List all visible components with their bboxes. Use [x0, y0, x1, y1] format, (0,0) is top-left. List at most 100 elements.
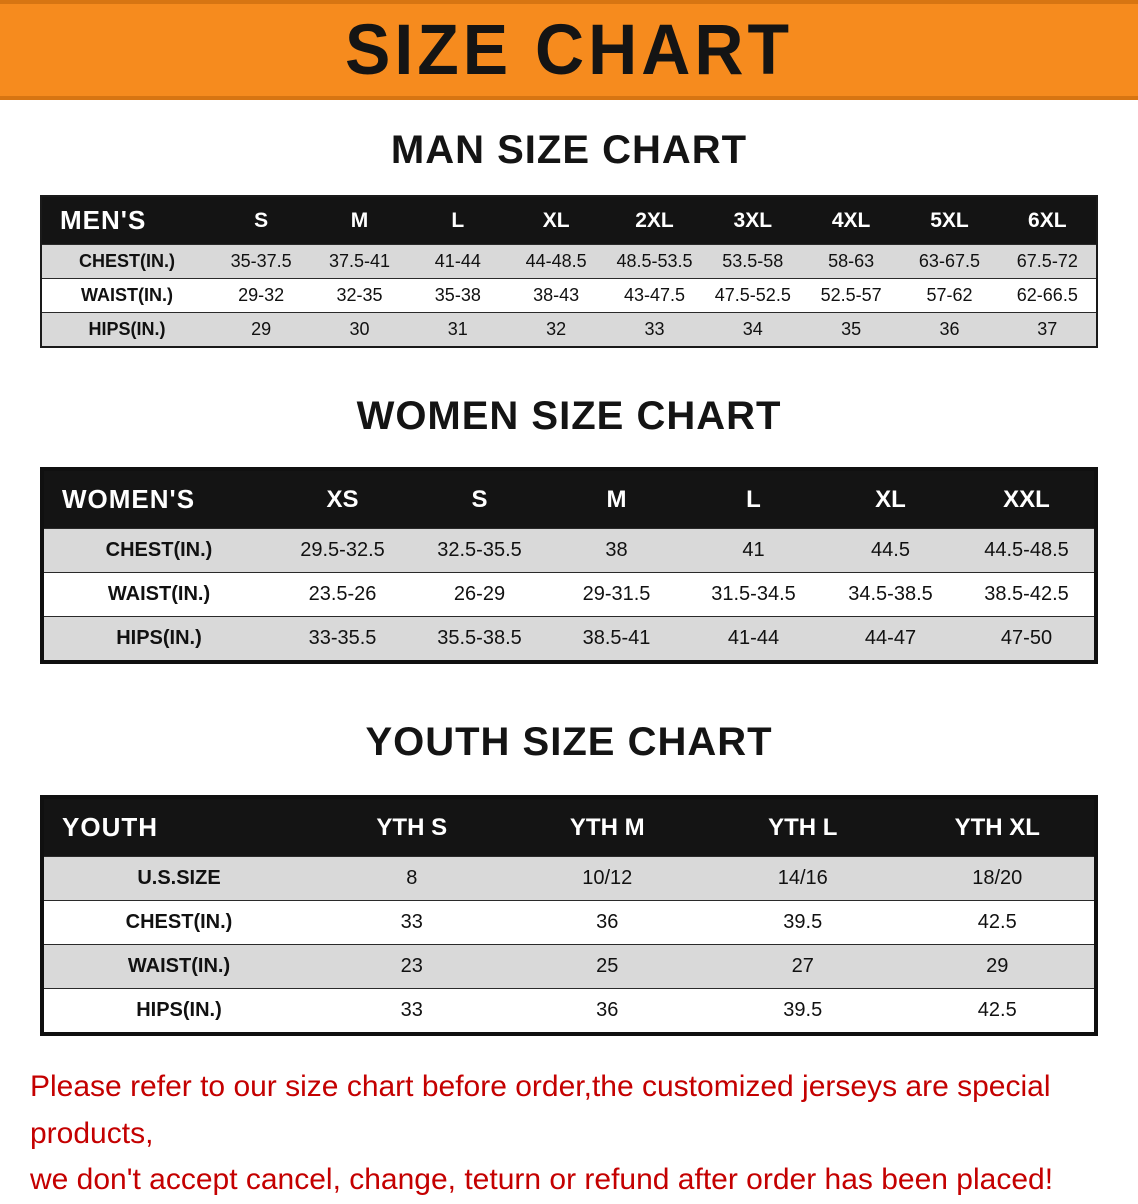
- value-cell: 29.5-32.5: [274, 528, 411, 573]
- table-title-cell: WOMEN'S: [42, 468, 274, 529]
- value-cell: 33-35.5: [274, 616, 411, 663]
- size-header-cell: S: [212, 195, 311, 245]
- table-row: WAIST(IN.) 23.5-26 26-29 29-31.5 31.5-34.5 34…: [42, 572, 1096, 617]
- value-cell: 37: [998, 312, 1097, 348]
- size-header-cell: 5XL: [900, 195, 999, 245]
- value-cell: 35.5-38.5: [411, 616, 548, 663]
- value-cell: 10/12: [509, 856, 705, 901]
- value-cell: 57-62: [900, 278, 999, 313]
- notice-line-1: Please refer to our size chart before or…: [30, 1070, 1051, 1150]
- value-cell: 14/16: [705, 856, 901, 901]
- value-cell: 29-32: [212, 278, 311, 313]
- size-header-cell: 6XL: [998, 195, 1097, 245]
- value-cell: 36: [509, 900, 705, 945]
- table-row: HIPS(IN.) 33-35.5 35.5-38.5 38.5-41 41-44 44-…: [42, 616, 1096, 663]
- women-size-table: WOMEN'S XS S M L XL XXL CHEST(IN.) 29.5-32.5 32.5…: [40, 467, 1098, 664]
- value-cell: 38-43: [506, 278, 606, 313]
- value-cell: 34: [703, 312, 802, 348]
- row-label-cell: CHEST(IN.): [42, 900, 314, 945]
- value-cell: 8: [314, 856, 510, 901]
- value-cell: 47.5-52.5: [703, 278, 802, 313]
- women-heading: WOMEN SIZE CHART: [356, 394, 782, 438]
- value-cell: 32.5-35.5: [411, 528, 548, 573]
- value-cell: 38: [548, 528, 685, 573]
- value-cell: 38.5-41: [548, 616, 685, 663]
- row-label-cell: HIPS(IN.): [42, 988, 314, 1035]
- value-cell: 38.5-42.5: [959, 572, 1096, 617]
- value-cell: 32: [506, 312, 606, 348]
- table-row: HIPS(IN.) 33 36 39.5 42.5: [42, 988, 1096, 1035]
- size-header-cell: 4XL: [801, 195, 901, 245]
- table-row: U.S.SIZE 8 10/12 14/16 18/20: [42, 856, 1096, 901]
- value-cell: 32-35: [310, 278, 409, 313]
- table-row: WAIST(IN.) 23 25 27 29: [42, 944, 1096, 989]
- row-label-cell: CHEST(IN.): [41, 244, 212, 279]
- value-cell: 36: [900, 312, 999, 348]
- table-row: HIPS(IN.) 29 30 31 32 33 34 35 36 37: [41, 312, 1097, 348]
- women-section: WOMEN SIZE CHART WOMEN'S XS S M L XL XXL CHEST(…: [0, 394, 1138, 664]
- value-cell: 41-44: [408, 244, 507, 279]
- order-notice: Please refer to our size chart before or…: [0, 1064, 1138, 1204]
- size-header-cell: YTH S: [314, 796, 510, 857]
- value-cell: 18/20: [900, 856, 1096, 901]
- table-row: CHEST(IN.) 33 36 39.5 42.5: [42, 900, 1096, 945]
- header-row: WOMEN'S XS S M L XL XXL: [42, 468, 1096, 529]
- value-cell: 41: [685, 528, 822, 573]
- value-cell: 29: [212, 312, 311, 348]
- value-cell: 63-67.5: [900, 244, 999, 279]
- value-cell: 36: [509, 988, 705, 1035]
- value-cell: 29: [900, 944, 1096, 989]
- value-cell: 37.5-41: [310, 244, 409, 279]
- row-label-cell: HIPS(IN.): [41, 312, 212, 348]
- table-title-cell: MEN'S: [41, 195, 212, 245]
- value-cell: 43-47.5: [605, 278, 704, 313]
- value-cell: 44.5-48.5: [959, 528, 1096, 573]
- size-header-cell: S: [411, 468, 548, 529]
- value-cell: 44-48.5: [506, 244, 606, 279]
- row-label-cell: HIPS(IN.): [42, 616, 274, 663]
- value-cell: 52.5-57: [801, 278, 901, 313]
- value-cell: 25: [509, 944, 705, 989]
- men-size-table: MEN'S S M L XL 2XL 3XL 4XL 5XL 6XL CHEST(IN.) 35-37…: [40, 195, 1098, 348]
- value-cell: 29-31.5: [548, 572, 685, 617]
- value-cell: 34.5-38.5: [822, 572, 959, 617]
- size-header-cell: L: [685, 468, 822, 529]
- value-cell: 42.5: [900, 900, 1096, 945]
- size-header-cell: XL: [506, 195, 606, 245]
- men-section: MAN SIZE CHART MEN'S S M L XL 2XL 3XL 4XL 5XL 6XL…: [0, 128, 1138, 348]
- value-cell: 33: [314, 988, 510, 1035]
- youth-size-table: YOUTH YTH S YTH M YTH L YTH XL U.S.SIZE 8 10/12…: [40, 795, 1098, 1036]
- value-cell: 47-50: [959, 616, 1096, 663]
- youth-section: YOUTH SIZE CHART YOUTH YTH S YTH M YTH L YTH…: [0, 720, 1138, 1036]
- table-row: WAIST(IN.) 29-32 32-35 35-38 38-43 43-47.5 47.…: [41, 278, 1097, 313]
- size-header-cell: M: [548, 468, 685, 529]
- page-title: SIZE CHART: [345, 10, 793, 90]
- value-cell: 58-63: [801, 244, 901, 279]
- table-title-cell: YOUTH: [42, 796, 314, 857]
- value-cell: 27: [705, 944, 901, 989]
- row-label-cell: WAIST(IN.): [41, 278, 212, 313]
- value-cell: 35-38: [408, 278, 507, 313]
- value-cell: 26-29: [411, 572, 548, 617]
- header-row: MEN'S S M L XL 2XL 3XL 4XL 5XL 6XL: [41, 195, 1097, 245]
- value-cell: 44-47: [822, 616, 959, 663]
- value-cell: 48.5-53.5: [605, 244, 704, 279]
- row-label-cell: U.S.SIZE: [42, 856, 314, 901]
- size-header-cell: YTH XL: [900, 796, 1096, 857]
- size-header-cell: XXL: [959, 468, 1096, 529]
- value-cell: 44.5: [822, 528, 959, 573]
- value-cell: 31: [408, 312, 507, 348]
- value-cell: 30: [310, 312, 409, 348]
- men-heading: MAN SIZE CHART: [390, 128, 748, 172]
- size-header-cell: YTH L: [705, 796, 901, 857]
- value-cell: 39.5: [705, 988, 901, 1035]
- size-header-cell: YTH M: [509, 796, 705, 857]
- notice-line-2: we don't accept cancel, change, teturn o…: [30, 1163, 1054, 1196]
- value-cell: 67.5-72: [998, 244, 1097, 279]
- value-cell: 31.5-34.5: [685, 572, 822, 617]
- value-cell: 23.5-26: [274, 572, 411, 617]
- size-header-cell: M: [310, 195, 409, 245]
- table-row: CHEST(IN.) 35-37.5 37.5-41 41-44 44-48.5 48.5…: [41, 244, 1097, 279]
- value-cell: 33: [605, 312, 704, 348]
